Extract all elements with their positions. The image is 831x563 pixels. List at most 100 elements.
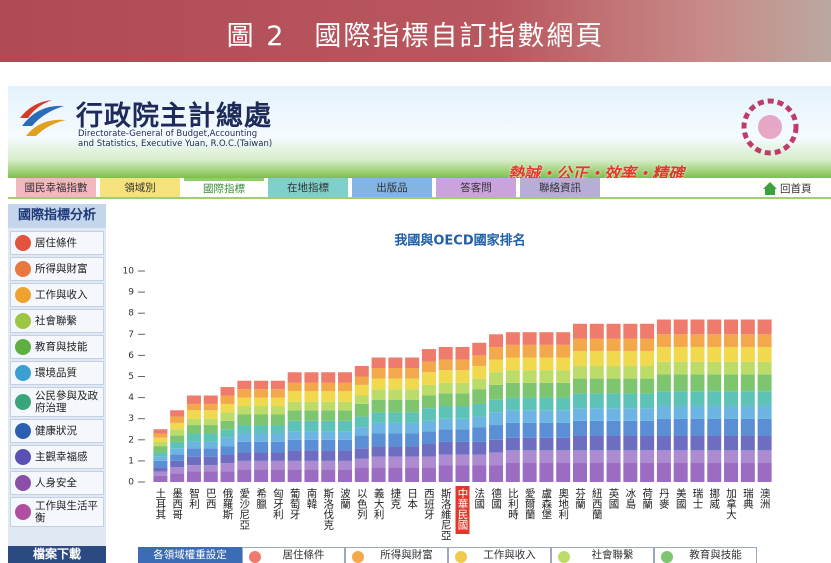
bar-segment bbox=[623, 393, 637, 408]
bar-segment bbox=[506, 398, 520, 411]
bar-segment bbox=[355, 385, 369, 396]
bar-segment bbox=[422, 349, 436, 362]
bar-segment bbox=[237, 425, 251, 433]
y-tick-label: 10 bbox=[123, 267, 135, 277]
bar-segment bbox=[489, 372, 503, 385]
bar-segment bbox=[355, 436, 369, 449]
bar-segment bbox=[590, 351, 604, 366]
x-tick-label: 挪威 bbox=[708, 487, 720, 510]
bar-segment bbox=[304, 431, 318, 439]
bar-segment bbox=[489, 400, 503, 413]
bar-segment bbox=[221, 404, 235, 412]
bar-segment bbox=[153, 433, 167, 437]
x-tick-label: 瑞士 bbox=[691, 488, 703, 509]
bar-segment bbox=[657, 334, 671, 347]
bar-segment bbox=[607, 436, 621, 451]
bar-segment bbox=[321, 431, 335, 439]
bar-segment bbox=[271, 452, 285, 460]
bar-segment bbox=[690, 362, 704, 375]
bar-segment bbox=[506, 332, 520, 345]
x-tick-label: 斯洛伐克 bbox=[322, 487, 334, 531]
bar-segment bbox=[573, 450, 587, 463]
bar-segment bbox=[153, 446, 167, 452]
bar-segment bbox=[640, 324, 654, 339]
bar-segment bbox=[657, 347, 671, 362]
bar-segment bbox=[506, 370, 520, 383]
bar-segment bbox=[674, 463, 688, 482]
bar-segment bbox=[388, 368, 402, 379]
bar-segment bbox=[237, 452, 251, 460]
bar-segment bbox=[153, 438, 167, 442]
bar-segment bbox=[573, 379, 587, 394]
bar-segment bbox=[355, 448, 369, 459]
bar-segment bbox=[237, 389, 251, 397]
bar-segment bbox=[422, 467, 436, 482]
bar-segment bbox=[204, 442, 218, 448]
weights-column[interactable]: 居住條件 bbox=[242, 547, 345, 563]
bar-segment bbox=[304, 450, 318, 461]
bar-segment bbox=[707, 436, 721, 451]
bar-segment bbox=[187, 395, 201, 403]
bar-segment bbox=[741, 362, 755, 375]
bar-segment bbox=[758, 391, 772, 406]
bar-segment bbox=[254, 442, 268, 453]
bar-segment bbox=[472, 427, 486, 442]
bar-segment bbox=[623, 379, 637, 394]
bar-segment bbox=[304, 383, 318, 391]
weights-columns: 居住條件所得與財富工作與收入社會聯繫教育與技能 bbox=[242, 547, 757, 563]
bar-segment bbox=[707, 362, 721, 375]
bar-segment bbox=[724, 347, 738, 362]
bar-segment bbox=[489, 334, 503, 347]
weights-column[interactable]: 社會聯繫 bbox=[551, 547, 654, 563]
bar-segment bbox=[405, 358, 419, 369]
bar-segment bbox=[472, 404, 486, 417]
bar-segment bbox=[338, 391, 352, 402]
bar-segment bbox=[690, 374, 704, 391]
bar-segment bbox=[590, 436, 604, 451]
bar-segment bbox=[674, 374, 688, 391]
bar-segment bbox=[221, 463, 235, 471]
bar-segment bbox=[674, 362, 688, 375]
x-tick-label: 瑞典 bbox=[742, 488, 754, 510]
x-tick-label: 以色列 bbox=[356, 488, 368, 520]
bar-segment bbox=[288, 450, 302, 461]
bar-segment bbox=[405, 446, 419, 457]
bar-segment bbox=[170, 442, 184, 448]
bar-segment bbox=[607, 379, 621, 394]
bar-segment bbox=[623, 421, 637, 436]
bar-segment bbox=[187, 471, 201, 482]
x-tick-label: 荷蘭 bbox=[641, 488, 653, 510]
weights-column[interactable]: 所得與財富 bbox=[345, 547, 448, 563]
y-tick-label: 5 bbox=[128, 372, 134, 382]
bar-segment bbox=[707, 374, 721, 391]
bar-segment bbox=[153, 457, 167, 461]
download-button[interactable]: 檔案下載 bbox=[8, 546, 106, 563]
bar-segment bbox=[657, 450, 671, 463]
bar-segment bbox=[422, 444, 436, 457]
bar-segment bbox=[170, 474, 184, 482]
bar-segment bbox=[288, 440, 302, 451]
bar-segment bbox=[338, 461, 352, 469]
x-tick-label: 法國 bbox=[473, 487, 485, 510]
bar-segment bbox=[758, 406, 772, 419]
x-tick-label: 中華民國 bbox=[457, 487, 469, 531]
bar-segment bbox=[472, 417, 486, 428]
bar-segment bbox=[187, 457, 201, 465]
bar-segment bbox=[556, 438, 570, 451]
bar-segment bbox=[758, 450, 772, 463]
bar-segment bbox=[153, 452, 167, 456]
bar-segment bbox=[506, 358, 520, 371]
bar-segment bbox=[506, 463, 520, 482]
bar-segment bbox=[556, 450, 570, 463]
bar-segment bbox=[590, 379, 604, 394]
bar-segment bbox=[640, 450, 654, 463]
weights-column[interactable]: 教育與技能 bbox=[654, 547, 757, 563]
bar-segment bbox=[187, 448, 201, 456]
bar-segment bbox=[321, 469, 335, 482]
bar-segment bbox=[707, 391, 721, 406]
bar-segment bbox=[523, 410, 537, 423]
weights-column[interactable]: 工作與收入 bbox=[448, 547, 551, 563]
bar-segment bbox=[506, 438, 520, 451]
bar-segment bbox=[388, 358, 402, 369]
bar-segment bbox=[506, 410, 520, 423]
